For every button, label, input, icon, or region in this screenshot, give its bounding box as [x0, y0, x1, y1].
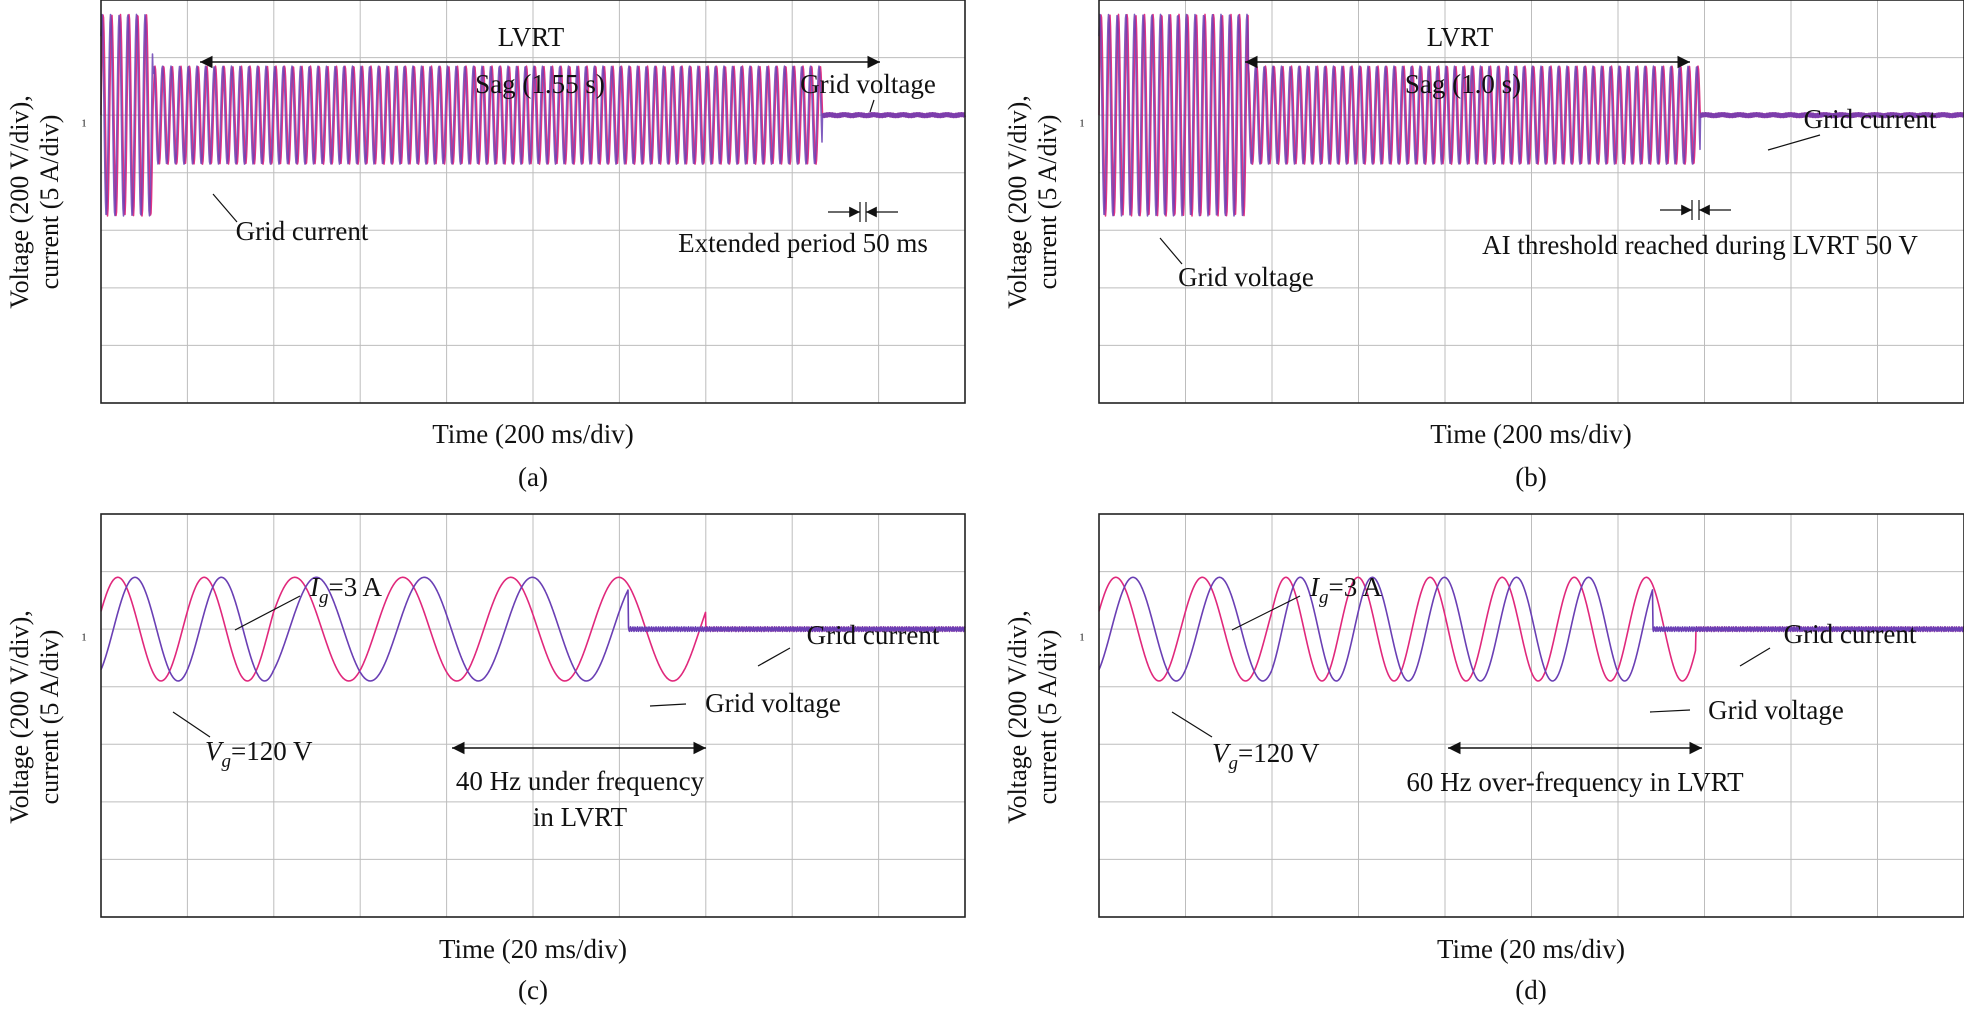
y-label-d-line1: Voltage (200 V/div),	[1003, 610, 1032, 824]
grid-current-label-a: Grid current	[236, 216, 369, 246]
grid-c	[101, 514, 965, 917]
y-label-a-line2: current (5 A/div)	[35, 115, 64, 290]
grid-voltage-label-a: Grid voltage	[800, 69, 936, 99]
panel-c: ₁ Voltage (200 V/div), current (5 A/div)…	[5, 513, 966, 1005]
current-trace-c	[100, 576, 966, 682]
vg-label-d: Vg=120 V	[1212, 738, 1320, 774]
plot-frame-c	[100, 513, 966, 918]
ig-symbol-c: I	[309, 572, 321, 602]
plot-frame-a	[100, 0, 966, 404]
grid-a	[101, 0, 965, 403]
x-label-a: Time (200 ms/div)	[432, 419, 634, 449]
vg-symbol-d: V	[1212, 738, 1232, 768]
grid-current-leader-b	[1767, 134, 1821, 151]
vg-value-d: =120 V	[1238, 738, 1320, 768]
vg-leader-c	[172, 711, 211, 738]
panel-d: ₁ Voltage (200 V/div), current (5 A/div)…	[1003, 513, 1964, 1005]
ig-label-c: Ig=3 A	[309, 572, 382, 608]
wave-current-d	[1098, 576, 1964, 682]
grid-d	[1099, 514, 1964, 917]
grid-voltage-leader-c	[649, 703, 687, 707]
wave-current-a	[100, 13, 966, 217]
marker-d: ₁	[1079, 621, 1085, 641]
current-trace-b	[1098, 13, 1964, 217]
sag-label-b: Sag (1.0 s)	[1405, 69, 1521, 99]
grid-current-leader-c	[757, 647, 791, 667]
ig-leader-d	[1231, 595, 1301, 631]
marker-c: ₁	[81, 621, 87, 641]
ig-subscript-d: g	[1319, 587, 1329, 608]
grid-current-label-d: Grid current	[1784, 619, 1917, 649]
x-label-b: Time (200 ms/div)	[1430, 419, 1632, 449]
freq-label-d: 60 Hz over-frequency in LVRT	[1406, 767, 1744, 797]
y-label-c-line2: current (5 A/div)	[35, 630, 64, 805]
grid-voltage-label-d: Grid voltage	[1708, 695, 1844, 725]
y-label-c-line1: Voltage (200 V/div),	[5, 610, 34, 824]
current-trace-d	[1098, 576, 1964, 682]
grid-current-leader-a	[212, 193, 238, 223]
ig-value-d: =3 A	[1329, 572, 1383, 602]
vg-leader-d	[1171, 711, 1213, 738]
grid-voltage-leader-a	[869, 99, 875, 113]
x-label-c: Time (20 ms/div)	[439, 934, 627, 964]
freq-label-c-line1: 40 Hz under frequency	[456, 766, 705, 796]
lvrt-label-b: LVRT	[1427, 22, 1494, 52]
x-label-d: Time (20 ms/div)	[1437, 934, 1625, 964]
vg-subscript-c: g	[222, 751, 232, 772]
ig-value-c: =3 A	[329, 572, 383, 602]
ig-symbol-d: I	[1309, 572, 1321, 602]
y-label-b-line2: current (5 A/div)	[1033, 115, 1062, 290]
marker-b: ₁	[1079, 107, 1085, 127]
caption-a: (a)	[518, 462, 548, 492]
panel-a: ₁ Voltage (200 V/div), current (5 A/div)…	[5, 0, 966, 492]
grid-voltage-label-c: Grid voltage	[705, 688, 841, 718]
vg-value-c: =120 V	[231, 736, 313, 766]
lvrt-label-a: LVRT	[498, 22, 565, 52]
marker-a: ₁	[81, 107, 87, 127]
vg-symbol-c: V	[205, 736, 225, 766]
vg-label-c: Vg=120 V	[205, 736, 313, 772]
sag-label-a: Sag (1.55 s)	[475, 69, 605, 99]
grid-current-label-b: Grid current	[1804, 104, 1937, 134]
grid-current-leader-d	[1739, 647, 1771, 667]
caption-b: (b)	[1515, 462, 1546, 492]
panel-b: ₁ Voltage (200 V/div), current (5 A/div)…	[1003, 0, 1964, 492]
y-label-a-line1: Voltage (200 V/div),	[5, 95, 34, 309]
grid-voltage-label-b: Grid voltage	[1178, 262, 1314, 292]
grid-voltage-leader-d	[1649, 709, 1691, 713]
plot-frame-b	[1098, 0, 1964, 404]
freq-label-c-line2: in LVRT	[533, 802, 628, 832]
ig-leader-c	[234, 595, 301, 631]
extended-label-a: Extended period 50 ms	[678, 228, 928, 258]
wave-current-b	[1098, 13, 1964, 217]
current-trace-a	[100, 13, 966, 217]
ig-label-d: Ig=3 A	[1309, 572, 1382, 608]
caption-c: (c)	[518, 975, 548, 1005]
ig-subscript-c: g	[319, 587, 329, 608]
y-label-d-line2: current (5 A/div)	[1033, 630, 1062, 805]
vg-subscript-d: g	[1229, 753, 1239, 774]
wave-current-c	[100, 576, 966, 682]
threshold-label-b: AI threshold reached during LVRT 50 V	[1482, 230, 1918, 260]
plot-frame-d	[1098, 513, 1964, 918]
grid-current-label-c: Grid current	[807, 620, 940, 650]
y-label-b-line1: Voltage (200 V/div),	[1003, 95, 1032, 309]
grid-voltage-leader-b	[1159, 237, 1183, 265]
caption-d: (d)	[1515, 975, 1546, 1005]
